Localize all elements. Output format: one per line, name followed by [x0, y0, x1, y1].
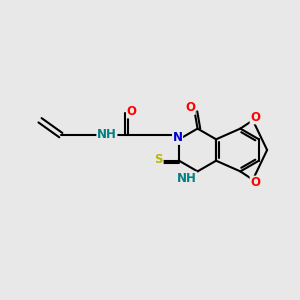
- Text: NH: NH: [97, 128, 117, 141]
- Text: O: O: [127, 105, 136, 118]
- Text: NH: NH: [177, 172, 197, 185]
- Text: O: O: [185, 101, 195, 114]
- Text: N: N: [172, 131, 182, 144]
- Text: O: O: [250, 111, 260, 124]
- Text: O: O: [250, 176, 260, 189]
- Text: S: S: [154, 153, 163, 166]
